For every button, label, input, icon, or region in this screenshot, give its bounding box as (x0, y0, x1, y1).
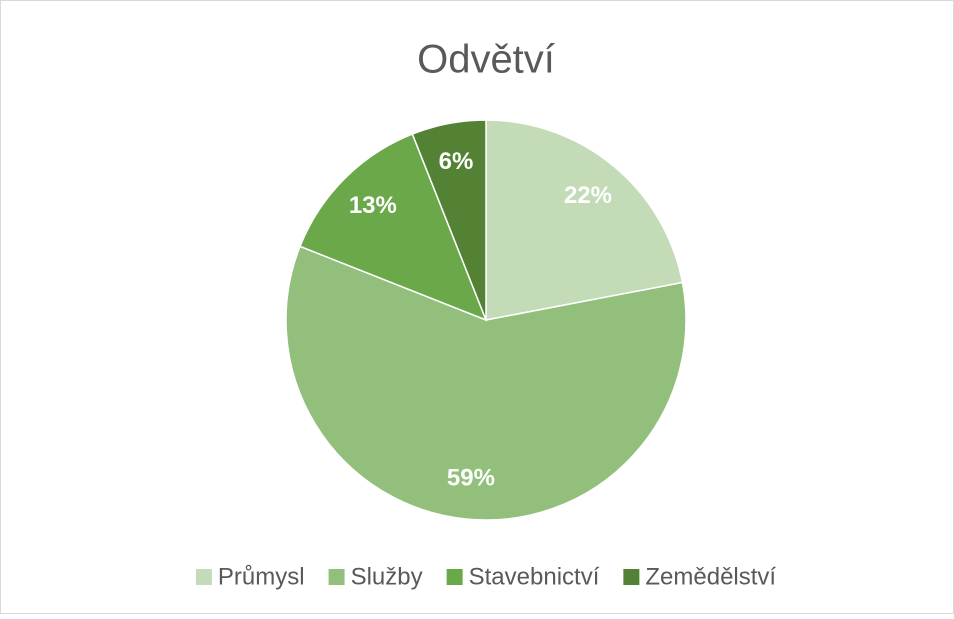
pie-slice (411, 119, 487, 321)
legend-label: Průmysl (218, 563, 305, 590)
pie-slice (299, 133, 488, 322)
legend-label: Zemědělství (645, 563, 776, 590)
legend-label: Stavebnictví (469, 563, 600, 590)
pie-slice (485, 119, 684, 321)
legend-swatch (623, 569, 640, 585)
legend-label: Služby (351, 563, 423, 590)
legend-swatch (446, 569, 463, 585)
data-label: 6% (439, 148, 474, 175)
data-label: 22% (564, 182, 612, 209)
legend: Průmysl Služby Stavebnictví Zemědělství (195, 563, 776, 590)
legend-swatch (328, 569, 345, 585)
chart-title: Odvětví (417, 38, 555, 82)
pie-slice (285, 245, 687, 521)
data-label: 13% (349, 192, 397, 219)
data-label: 59% (447, 465, 495, 492)
legend-swatch (195, 569, 212, 585)
